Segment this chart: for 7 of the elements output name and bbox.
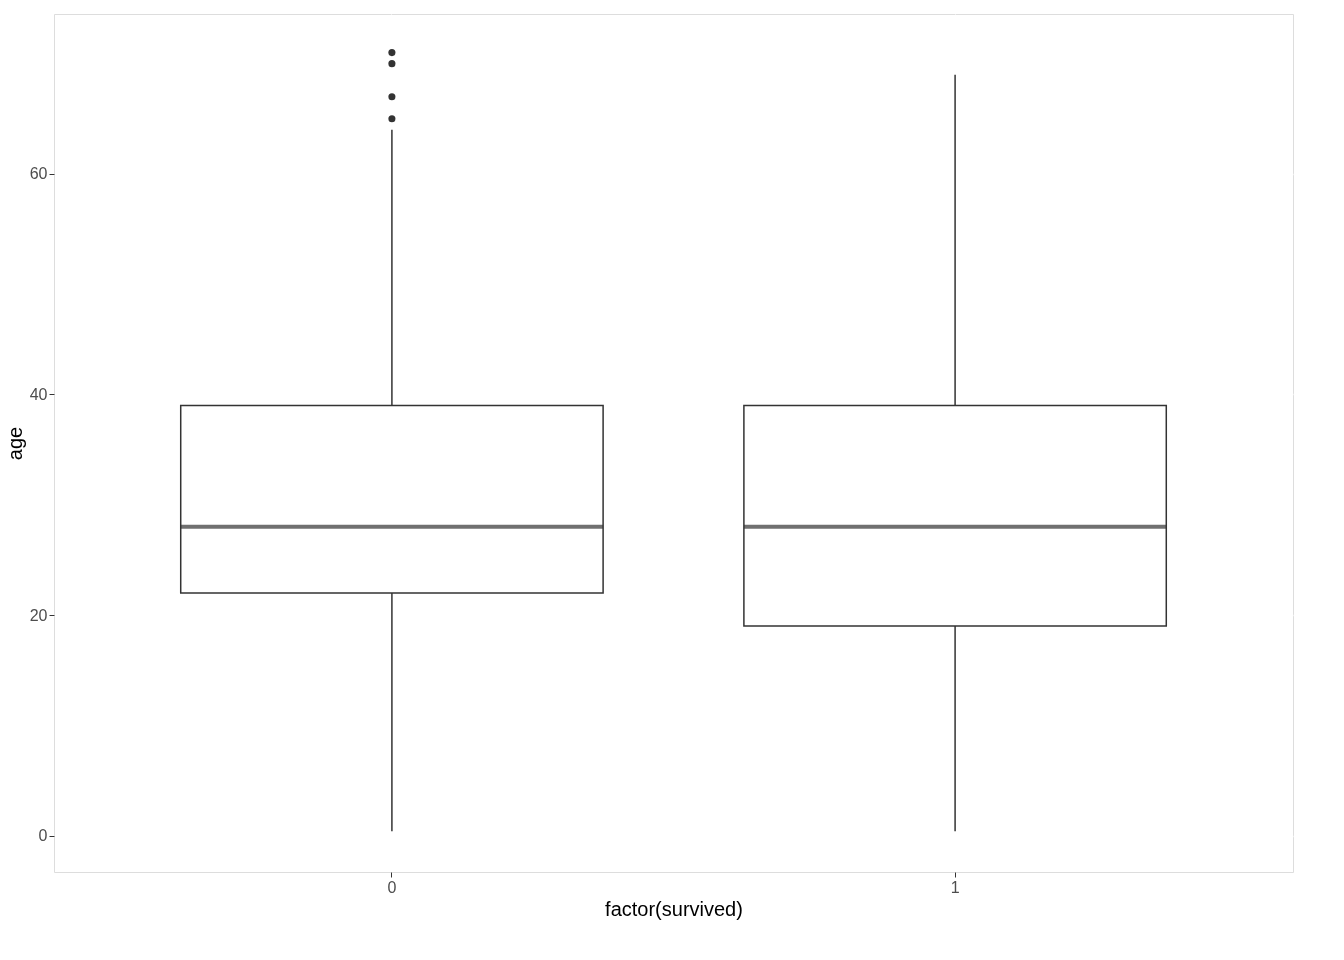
x-axis-title: factor(survived): [605, 897, 743, 920]
y-tick-label: 40: [29, 385, 48, 403]
y-tick-label: 60: [29, 165, 48, 183]
y-tick-label: 20: [29, 606, 48, 624]
y-axis-title: age: [3, 426, 26, 461]
x-tick-label: 1: [950, 878, 960, 896]
y-tick-label: 0: [38, 827, 48, 845]
